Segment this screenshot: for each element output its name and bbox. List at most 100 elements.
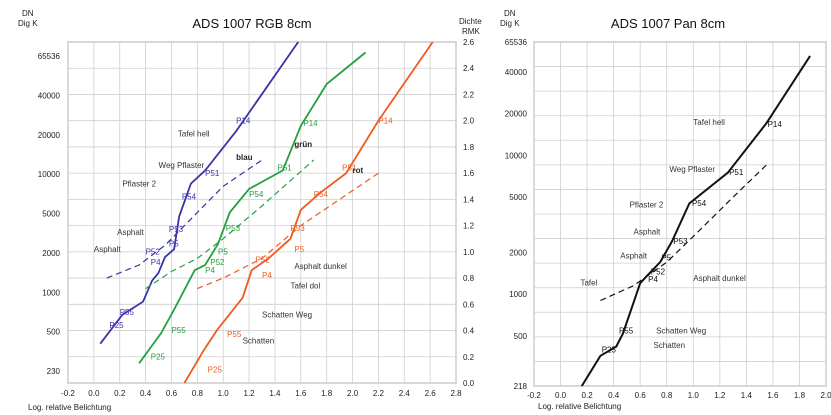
pan-point-label: P53	[673, 237, 688, 246]
pan-panel: -0.2 0.0 0.2 0.4 0.6 0.8 1.0 1.2 1.4 1.6 1.8 2.0 655…	[500, 9, 831, 411]
pan-annotation: Weg Pflaster	[669, 165, 715, 174]
rgb-left-tick-label: 230	[47, 367, 61, 376]
rgb-point-label: P5	[218, 247, 228, 256]
pan-annotation: Schatten Weg	[656, 327, 706, 336]
rgb-point-label: P55	[120, 308, 135, 317]
pan-point-label: P25	[602, 345, 617, 354]
rgb-chart-title: ADS 1007 RGB 8cm	[192, 16, 311, 31]
rgb-series-line-grün	[138, 51, 367, 364]
rgb-right-tick-label: 0.8	[463, 274, 475, 283]
rgb-left-tick-label: 65536	[38, 52, 61, 61]
pan-x-tick-label: 1.2	[714, 391, 726, 400]
pan-point-label: P54	[692, 199, 707, 208]
pan-x-tick-label: 2.0	[820, 391, 831, 400]
rgb-point-label: P51	[205, 169, 220, 178]
rgb-point-label: P14	[236, 116, 251, 125]
pan-annotation: Tafel	[580, 279, 597, 288]
rgb-x-tick-label: 0.4	[140, 389, 152, 398]
rgb-right-tick-label: 1.2	[463, 222, 475, 231]
rgb-right-tick-label: 1.6	[463, 169, 475, 178]
rgb-x-tick-label: 2.6	[425, 389, 437, 398]
rgb-x-tick-label: 1.2	[244, 389, 256, 398]
pan-annotation: Asphalt dunkel	[693, 274, 746, 283]
rgb-point-label: P5	[294, 245, 304, 254]
rgb-left-tick-label: 20000	[38, 131, 61, 140]
pan-x-tick-label: 0.8	[661, 391, 673, 400]
pan-x-tick-label: 0.0	[555, 391, 567, 400]
pan-point-label: P4	[648, 275, 658, 284]
rgb-series-label: rot	[353, 166, 364, 175]
rgb-x-tick-label: 1.6	[295, 389, 307, 398]
rgb-ylabel-right-line2: RMK	[462, 27, 480, 36]
pan-x-tick-label: 1.8	[794, 391, 806, 400]
pan-x-tick-label: 0.4	[608, 391, 620, 400]
rgb-ylabel-left-line2: Dig K	[18, 19, 38, 28]
rgb-point-label: P51	[278, 164, 293, 173]
pan-annotation: Pflaster 2	[630, 201, 664, 210]
pan-annotation: Schatten	[653, 341, 685, 350]
rgb-right-tick-label: 1.8	[463, 143, 475, 152]
pan-series-line	[580, 55, 811, 387]
rgb-series-line-blau	[99, 41, 299, 345]
pan-point-label: P14	[768, 120, 783, 129]
rgb-point-label: P4	[151, 258, 161, 267]
rgb-plot-area	[67, 41, 457, 384]
pan-x-tick-label: 1.0	[688, 391, 700, 400]
pan-point-label: P5	[661, 253, 671, 262]
rgb-x-tick-label: 0.8	[192, 389, 204, 398]
rgb-x-tick-label: -0.2	[61, 389, 75, 398]
rgb-point-label: P52	[146, 247, 161, 256]
rgb-point-label: P5	[169, 240, 179, 249]
rgb-right-tick-label: 0.6	[463, 300, 475, 309]
rgb-x-tick-label: 1.8	[321, 389, 333, 398]
rgb-point-label: P51	[342, 164, 357, 173]
pan-annotation: Asphalt	[634, 227, 661, 236]
rgb-annotation: Schatten Weg	[262, 310, 312, 319]
pan-x-tick-label: -0.2	[527, 391, 541, 400]
rgb-point-label: P14	[378, 116, 393, 125]
pan-left-tick-label: 40000	[505, 68, 528, 77]
rgb-point-label: P54	[249, 190, 264, 199]
rgb-left-tick-label: 5000	[42, 210, 60, 219]
rgb-point-label: P54	[182, 192, 197, 201]
rgb-left-tick-label: 10000	[38, 170, 61, 179]
rgb-annotation: Weg Pflaster	[159, 161, 205, 170]
pan-ylabel-left-line2: Dig K	[500, 19, 520, 28]
rgb-right-tick-label: 0.2	[463, 353, 475, 362]
pan-x-tick-label: 1.4	[741, 391, 753, 400]
rgb-point-label: P55	[227, 330, 242, 339]
pan-annotation: Asphalt	[620, 252, 647, 261]
pan-left-tick-label: 500	[514, 332, 528, 341]
rgb-annotation: Tafel dol	[290, 282, 320, 291]
rgb-point-label: P53	[226, 224, 241, 233]
rgb-right-tick-label: 2.0	[463, 117, 475, 126]
pan-point-label: P51	[729, 168, 744, 177]
rgb-point-label: P4	[262, 271, 272, 280]
pan-x-tick-label: 1.6	[767, 391, 779, 400]
rgb-annotation: Asphalt dunkel	[294, 262, 347, 271]
rgb-right-tick-label: 0.0	[463, 379, 475, 388]
rgb-series-line-rot-dashed	[197, 172, 379, 290]
pan-x-tick-label: 0.2	[582, 391, 594, 400]
rgb-ylabel-right-line1: Dichte	[459, 17, 482, 26]
rgb-x-axis-label: Log. relative Belichtung	[28, 403, 111, 412]
rgb-left-tick-label: 1000	[42, 288, 60, 297]
rgb-point-label: P54	[314, 190, 329, 199]
rgb-left-tick-label: 500	[47, 328, 61, 337]
rgb-right-tick-label: 2.4	[463, 64, 475, 73]
pan-chart-title: ADS 1007 Pan 8cm	[611, 16, 725, 31]
rgb-series-line-grün-dashed	[145, 159, 315, 290]
rgb-annotation: Pflaster 2	[122, 179, 156, 188]
rgb-right-tick-label: 1.0	[463, 248, 475, 257]
pan-series-line-dashed	[600, 164, 767, 302]
pan-ylabel-left-line1: DN	[504, 9, 516, 18]
rgb-point-label: P55	[171, 326, 186, 335]
rgb-annotation: Asphalt	[94, 245, 121, 254]
rgb-x-tick-label: 0.0	[88, 389, 100, 398]
pan-left-tick-label: 5000	[509, 193, 527, 202]
pan-x-tick-label: 0.6	[635, 391, 647, 400]
rgb-x-tick-label: 1.0	[218, 389, 230, 398]
rgb-x-tick-label: 2.2	[373, 389, 385, 398]
rgb-x-tick-label: 2.0	[347, 389, 359, 398]
